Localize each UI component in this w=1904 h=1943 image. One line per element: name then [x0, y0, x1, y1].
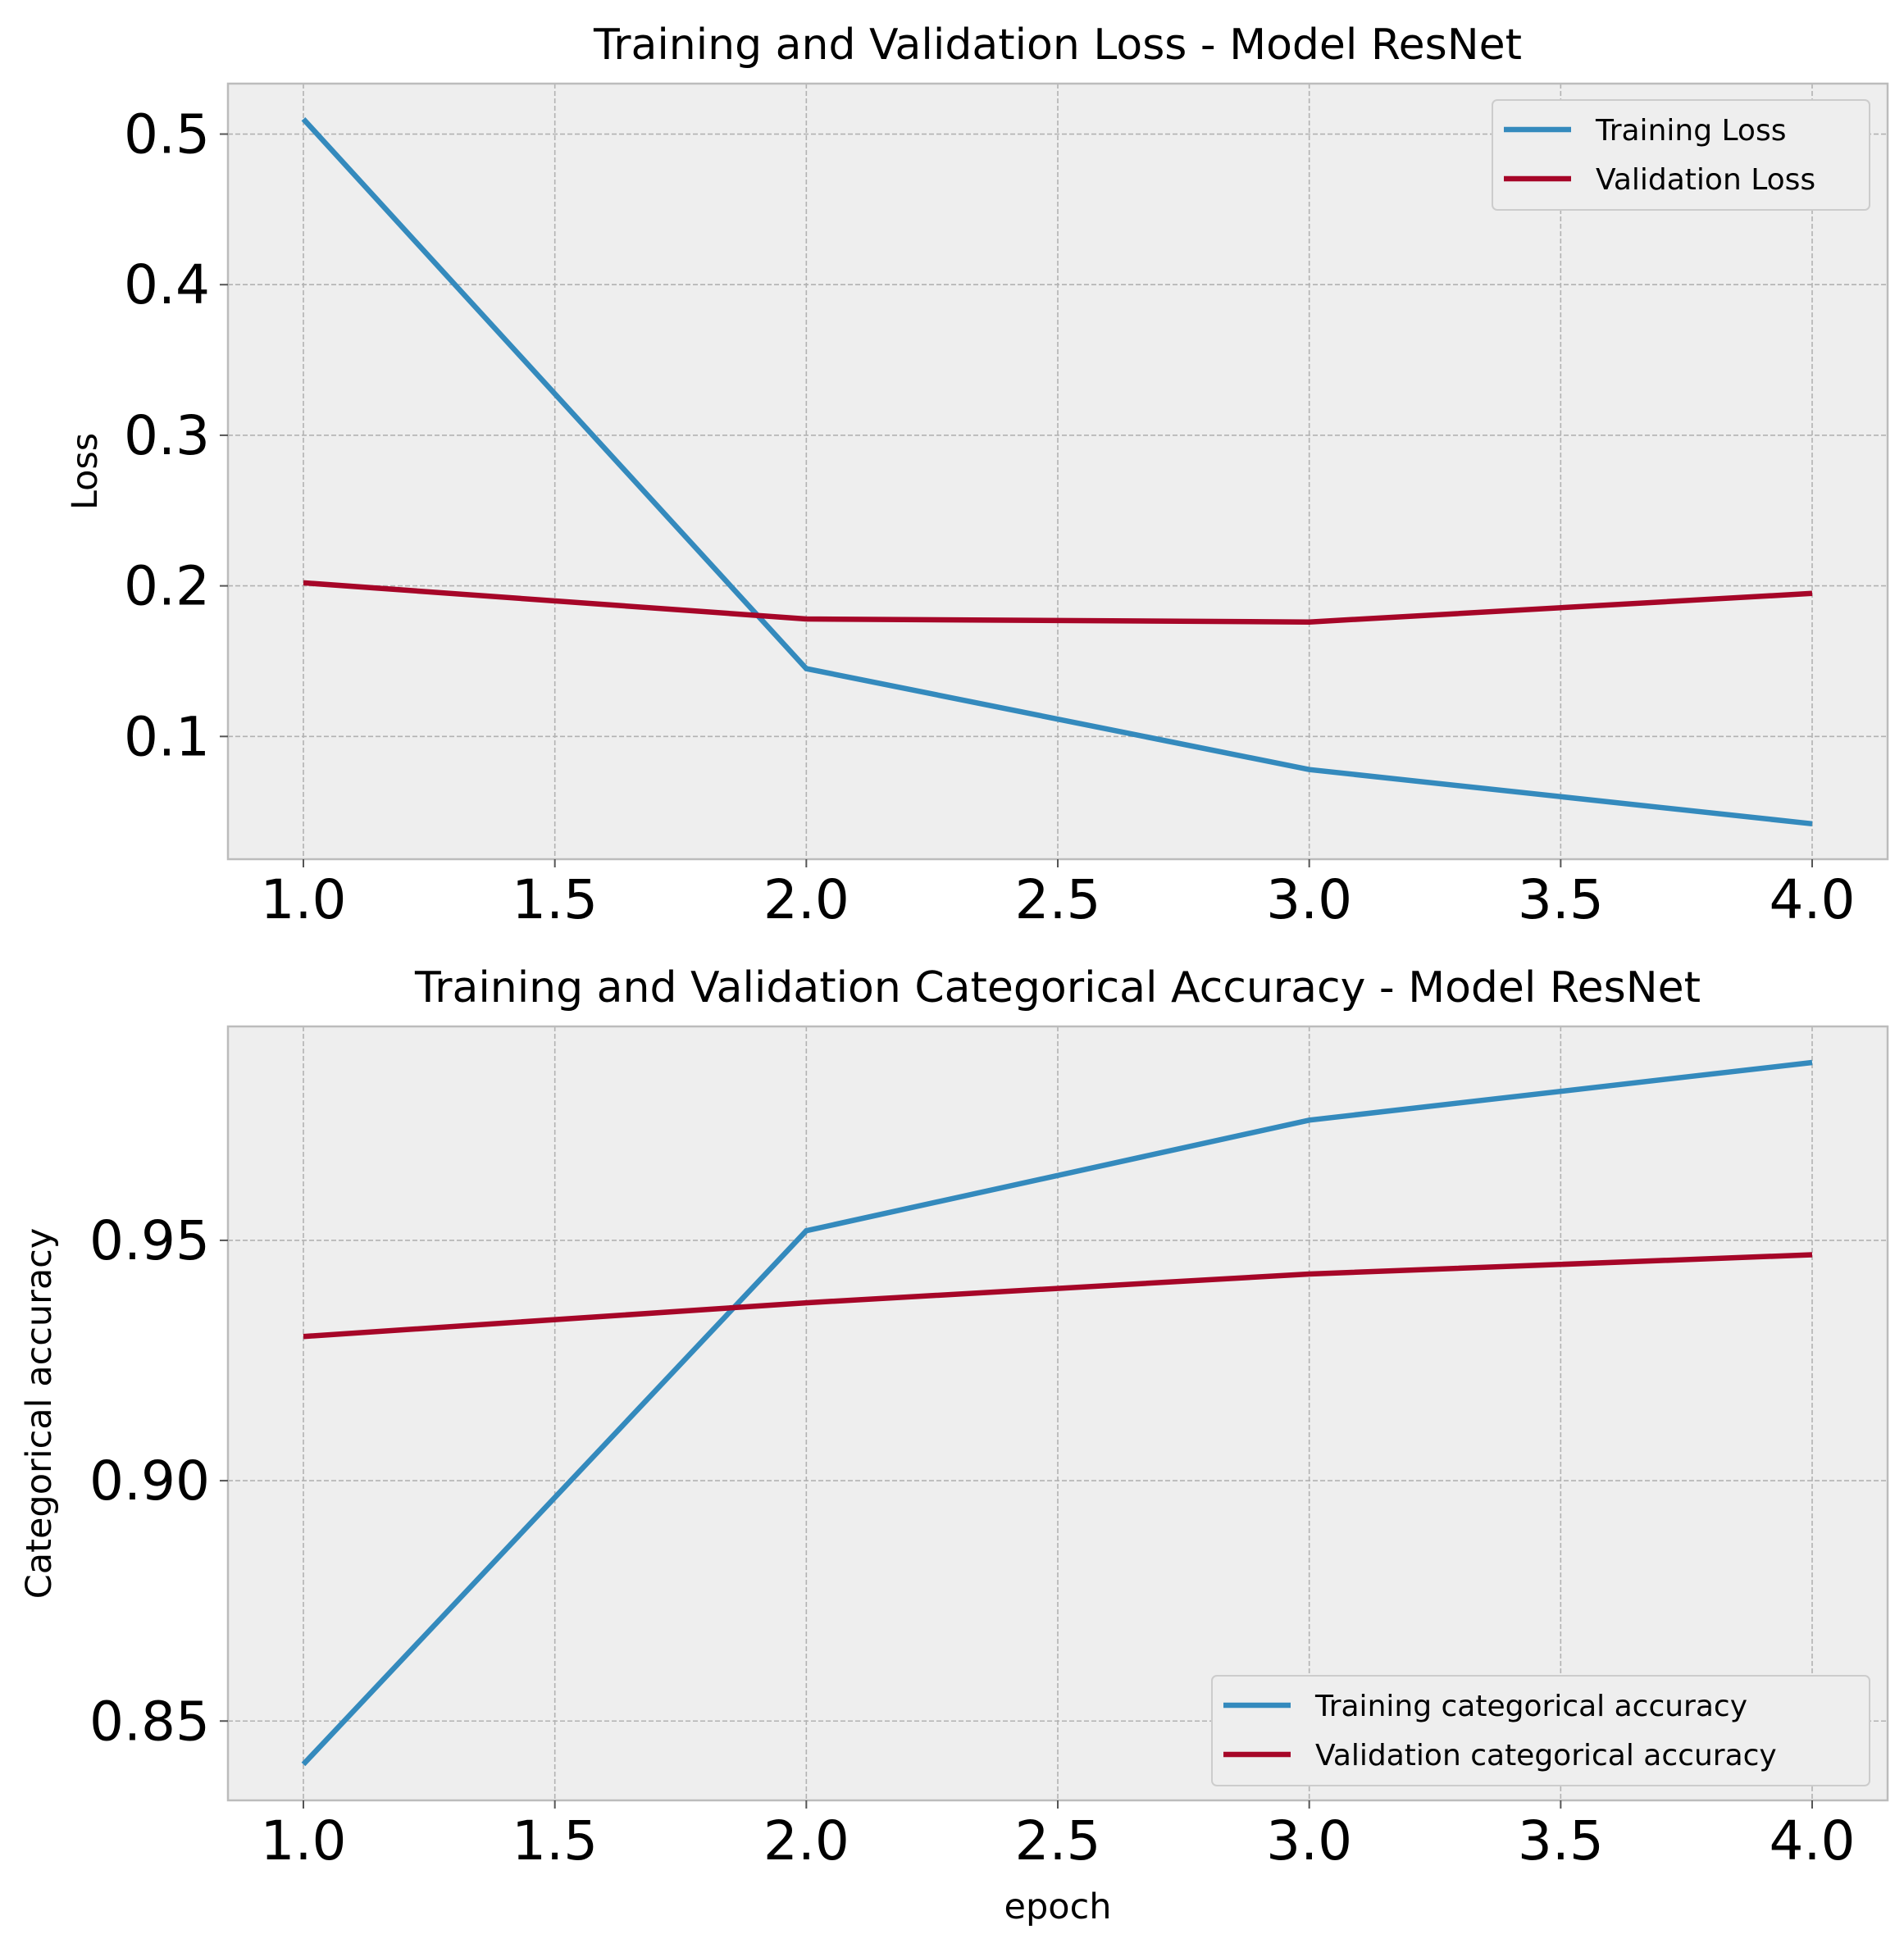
legend-label-1: Training categorical accuracy: [1314, 1690, 1747, 1723]
chart-title: Training and Validation Categorical Accu…: [414, 963, 1701, 1012]
x-axis-label: epoch: [1004, 1886, 1112, 1927]
legend: Training categorical accuracy Validation …: [1211, 1675, 1870, 1786]
legend-box: [1492, 99, 1870, 211]
chart-2: 1.0 1.5 2.0 2.5 3.0 3.5 4.0 0.85 0.90 0.95 Trainin…: [19, 963, 1889, 1927]
series-line-1: [301, 1059, 1813, 1767]
y-tick-label: 0.2: [124, 555, 210, 618]
y-tick-label: 0.3: [124, 404, 210, 467]
x-tick-label: 4.0: [1770, 1809, 1856, 1872]
x-tick-label: 2.0: [763, 868, 850, 931]
x-tick-label: 1.5: [512, 868, 598, 931]
y-tick-label: 0.90: [89, 1449, 210, 1513]
y-tick-label: 0.85: [89, 1690, 210, 1753]
series-line-1: [301, 117, 1813, 827]
x-tick-label: 2.5: [1015, 868, 1101, 931]
legend: Training Loss Validation Loss: [1492, 99, 1870, 211]
x-tick-label: 1.5: [512, 1809, 598, 1872]
x-tick-label: 4.0: [1770, 868, 1856, 931]
chart-1: 1.0 1.5 2.0 2.5 3.0 3.5 4.0 0.1 0.2 0.3 0.4 0.5 Trai…: [65, 20, 1889, 931]
y-tick-label: 0.5: [124, 103, 210, 166]
series-line-2: [303, 1252, 1813, 1340]
x-tick-label: 2.0: [763, 1809, 850, 1872]
x-tick-label: 2.5: [1015, 1809, 1101, 1872]
x-tick-label: 1.0: [261, 1809, 347, 1872]
x-tick-label: 3.0: [1266, 1809, 1352, 1872]
y-tick-label: 0.95: [89, 1209, 210, 1272]
legend-label-2: Validation Loss: [1596, 163, 1815, 197]
legend-box: [1211, 1675, 1870, 1786]
legend-label-2: Validation categorical accuracy: [1315, 1739, 1777, 1772]
y-tick-label: 0.1: [124, 705, 210, 768]
y-tick-label: 0.4: [124, 253, 210, 316]
x-tick-label: 3.5: [1518, 868, 1604, 931]
y-axis-label: Categorical accuracy: [19, 1228, 60, 1599]
x-tick-label: 3.0: [1266, 868, 1352, 931]
series-line-2: [303, 580, 1813, 625]
x-tick-label: 1.0: [261, 868, 347, 931]
x-tick-label: 3.5: [1518, 1809, 1604, 1872]
y-axis-label: Loss: [65, 433, 106, 510]
legend-label-1: Training Loss: [1595, 114, 1786, 148]
chart-title: Training and Validation Loss - Model Res…: [593, 20, 1522, 70]
